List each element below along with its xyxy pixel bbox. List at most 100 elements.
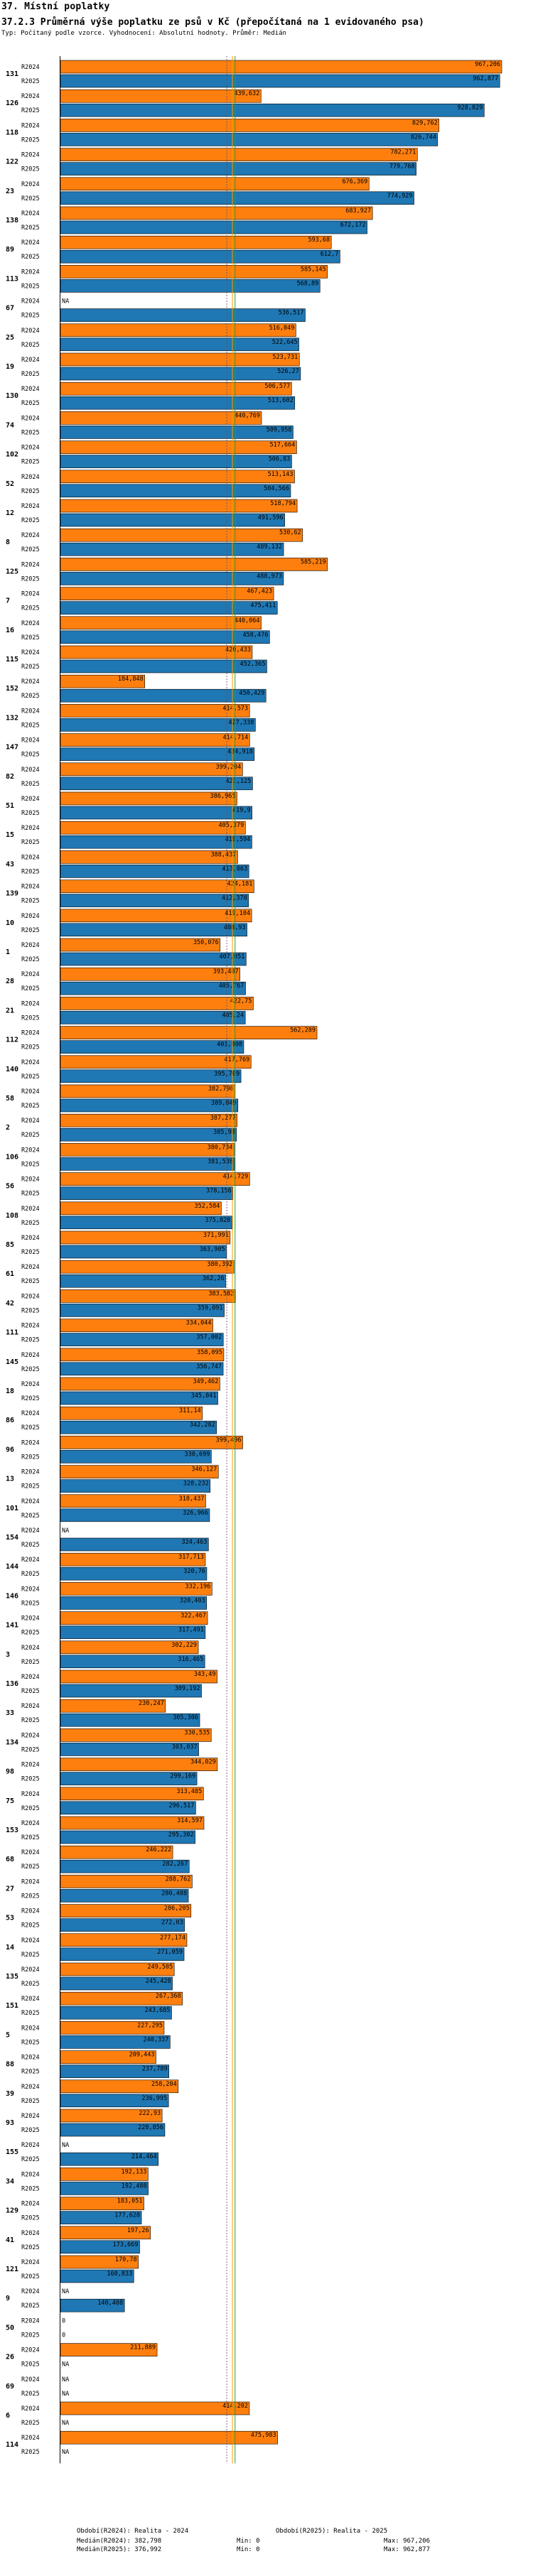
- category-label: 140: [6, 1066, 18, 1073]
- value-label: NA: [62, 2288, 69, 2295]
- value-label: 523,731: [272, 354, 298, 361]
- series-label: R2025: [21, 722, 40, 729]
- value-label: 183,051: [117, 2198, 143, 2205]
- data-bar: [60, 89, 262, 103]
- series-label: R2024: [21, 1645, 40, 1652]
- category-label: 8: [6, 539, 10, 546]
- value-label: 593,68: [308, 237, 330, 244]
- value-label: 504,566: [264, 485, 289, 492]
- series-label: R2024: [21, 1147, 40, 1154]
- value-label: 475,983: [251, 2432, 276, 2439]
- series-label: R2025: [21, 781, 40, 788]
- value-label: 522,645: [272, 339, 298, 346]
- value-label: 389,049: [211, 1100, 237, 1107]
- data-bar: [60, 1479, 211, 1493]
- data-bar: [60, 997, 254, 1010]
- category-label: 131: [6, 70, 18, 78]
- data-bar: [60, 1333, 224, 1346]
- value-label: 344,029: [190, 1759, 216, 1766]
- data-bar: [60, 2064, 169, 2078]
- data-bar: [60, 249, 340, 264]
- category-label: 108: [6, 1212, 18, 1220]
- data-bar: [60, 1494, 206, 1508]
- value-label: 320,403: [180, 1597, 205, 1604]
- value-label: 328,232: [183, 1481, 209, 1488]
- value-label: 419,594: [225, 836, 251, 843]
- series-label: R2025: [21, 2010, 40, 2017]
- value-label: 236,995: [141, 2095, 167, 2102]
- category-label: 114: [6, 2441, 18, 2449]
- data-bar: [60, 733, 250, 747]
- value-label: 303,037: [172, 1743, 198, 1750]
- value-label: 779,768: [389, 163, 415, 171]
- category-label: 19: [6, 363, 14, 371]
- category-label: 121: [6, 2266, 18, 2273]
- series-label: R2025: [21, 1073, 40, 1081]
- data-bar: [60, 2123, 166, 2137]
- category-label: 111: [6, 1329, 18, 1337]
- category-label: 6: [6, 2412, 10, 2420]
- series-label: R2025: [21, 752, 40, 759]
- data-bar: [60, 148, 418, 161]
- category-label: 69: [6, 2383, 14, 2391]
- data-bar: [60, 119, 440, 132]
- series-label: R2024: [21, 649, 40, 656]
- value-label: 267,368: [156, 1993, 181, 2000]
- category-label: 33: [6, 1709, 14, 1717]
- series-label: R2025: [21, 195, 40, 202]
- series-label: R2024: [21, 386, 40, 393]
- data-bar: [60, 2168, 149, 2181]
- series-label: R2024: [21, 93, 40, 100]
- value-label: 928,829: [458, 104, 483, 112]
- series-label: R2025: [21, 1659, 40, 1666]
- series-label: R2024: [21, 913, 40, 920]
- data-bar: [60, 1508, 210, 1522]
- value-label: 302,229: [171, 1642, 197, 1649]
- category-label: 106: [6, 1153, 18, 1161]
- data-bar: [60, 747, 255, 761]
- series-label: R2025: [21, 839, 40, 846]
- data-bar: [60, 1772, 198, 1785]
- data-bar: [60, 1889, 189, 1903]
- category-label: 154: [6, 1534, 18, 1542]
- category-label: 144: [6, 1563, 18, 1571]
- series-label: R2025: [21, 985, 40, 992]
- series-label: R2024: [21, 2084, 40, 2091]
- data-bar: [60, 1743, 199, 1756]
- value-label: 774,929: [387, 193, 413, 200]
- series-label: R2024: [21, 2201, 40, 2208]
- category-label: 13: [6, 1476, 14, 1483]
- series-label: R2025: [21, 1249, 40, 1256]
- data-bar: [60, 1348, 225, 1362]
- value-label: 352,584: [195, 1203, 220, 1210]
- series-label: R2025: [21, 1161, 40, 1168]
- series-label: R2024: [21, 854, 40, 861]
- data-bar: [60, 704, 250, 718]
- series-label: R2025: [21, 1014, 40, 1022]
- series-label: R2024: [21, 1323, 40, 1330]
- data-bar: [60, 1582, 212, 1596]
- data-bar: [60, 1436, 243, 1449]
- category-label: 1: [6, 948, 10, 956]
- data-bar: [60, 1113, 237, 1127]
- data-bar: [60, 1245, 227, 1259]
- category-label: 15: [6, 831, 14, 839]
- data-bar: [60, 235, 332, 249]
- data-bar: [60, 1362, 224, 1376]
- value-label: 530,62: [279, 529, 301, 536]
- category-label: 145: [6, 1358, 18, 1366]
- data-bar: [60, 674, 145, 688]
- data-bar: [60, 2298, 125, 2312]
- series-label: R2024: [21, 1498, 40, 1505]
- series-label: R2025: [21, 136, 40, 144]
- data-bar: [60, 1304, 225, 1317]
- value-label: 405,24: [222, 1012, 244, 1019]
- category-label: 146: [6, 1592, 18, 1600]
- value-label: 282,267: [162, 1861, 188, 1868]
- value-label: 350,076: [193, 939, 219, 946]
- series-label: R2025: [21, 927, 40, 934]
- value-label: 401,808: [217, 1041, 242, 1049]
- category-label: 136: [6, 1680, 18, 1688]
- series-label: R2025: [21, 634, 40, 642]
- category-label: 42: [6, 1299, 14, 1307]
